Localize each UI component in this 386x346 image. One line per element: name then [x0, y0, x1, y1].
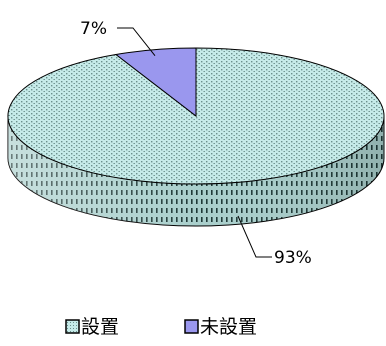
legend-swatch-設置	[65, 319, 80, 334]
leader-line-未設置	[116, 27, 156, 56]
legend-label-設置: 設置	[81, 316, 119, 338]
legend-swatch-未設置	[184, 319, 199, 334]
pie-slice-未設置	[114, 47, 197, 118]
legend: 設置 未設置	[65, 316, 257, 338]
leader-line-設置	[237, 215, 272, 258]
legend-label-未設置: 未設置	[200, 316, 257, 338]
pie-tops	[7, 47, 385, 185]
pie-side-shade	[8, 116, 384, 226]
pie-data-labels: 7% 93%	[80, 19, 312, 268]
data-label-未設置: 7%	[80, 19, 107, 39]
data-label-設置: 93%	[274, 248, 312, 268]
